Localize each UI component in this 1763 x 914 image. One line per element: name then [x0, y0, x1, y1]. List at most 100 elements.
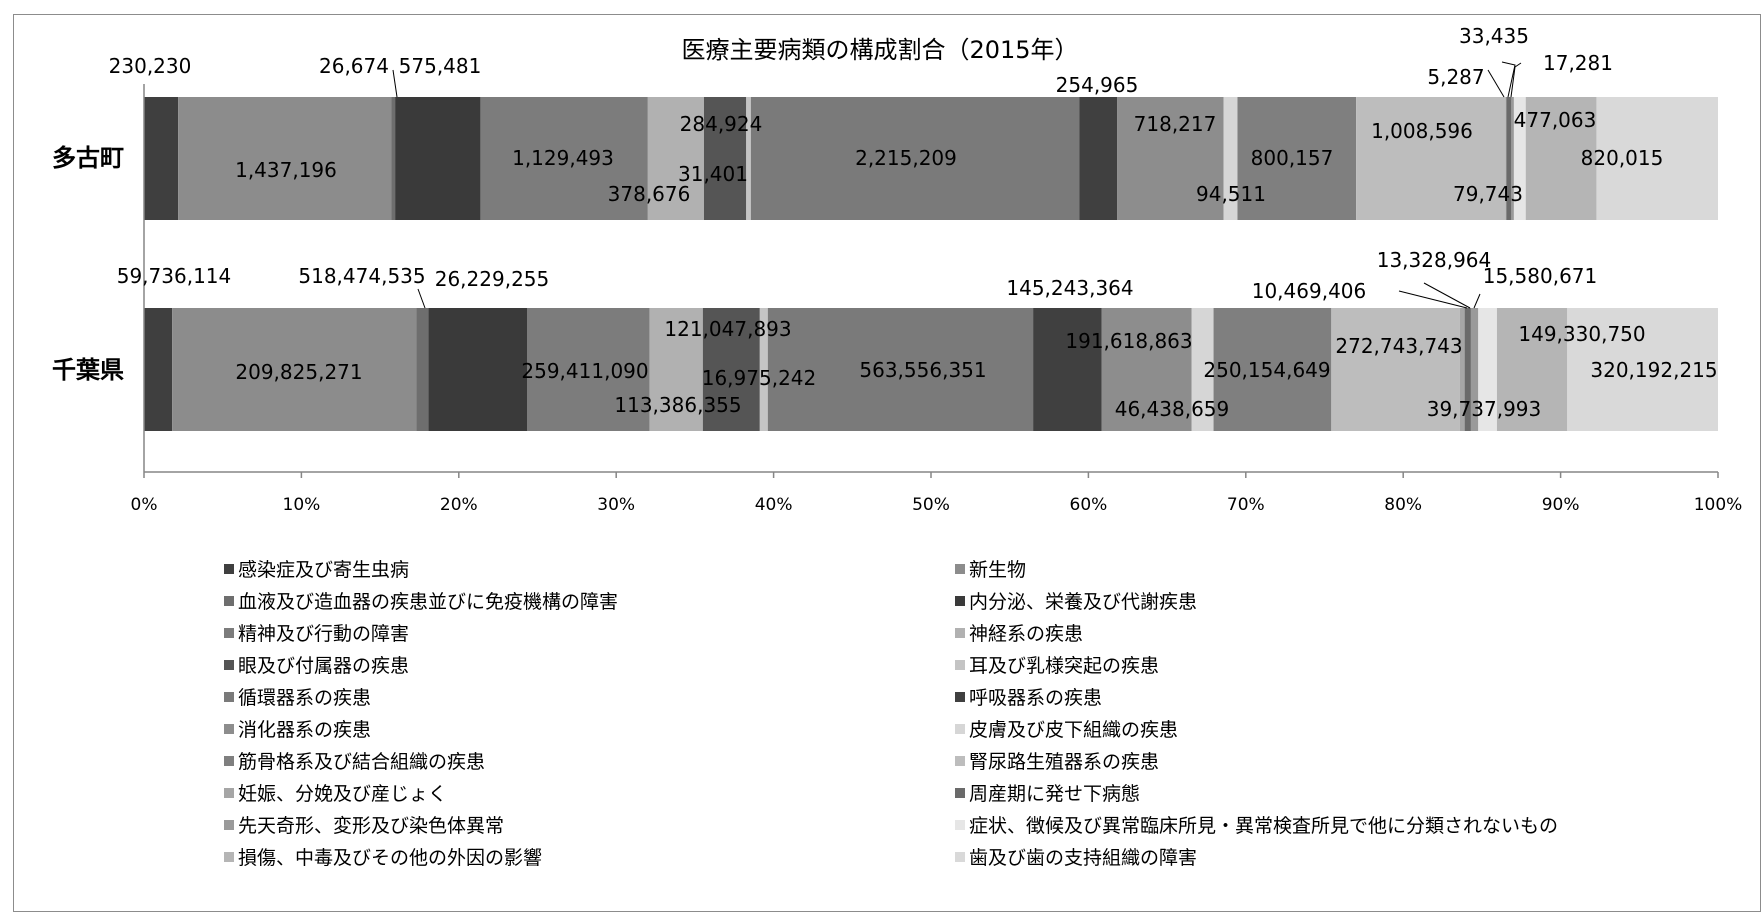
bar-segment: [1506, 97, 1512, 220]
x-tick-label: 60%: [1070, 495, 1108, 515]
bars-group: [144, 97, 1718, 431]
bar-segment: [527, 308, 650, 431]
bar-segment: [1459, 308, 1465, 431]
legend-label: 症状、徴候及び異常臨床所見・異常検査所見で他に分類されないもの: [969, 815, 1558, 837]
bar-segment: [703, 97, 747, 220]
bar-segment: [1525, 97, 1597, 220]
legend-swatch: [955, 788, 965, 798]
x-tick-label: 100%: [1694, 495, 1743, 515]
data-label: 46,438,659: [1115, 397, 1230, 421]
legend-label: 精神及び行動の障害: [238, 623, 409, 645]
leader-line: [1398, 290, 1468, 309]
data-label: 59,736,114: [117, 264, 232, 288]
legend-label: 損傷、中毒及びその他の外因の影響: [238, 847, 542, 869]
bar-segment: [1470, 308, 1479, 431]
legend-label: 皮膚及び皮下組織の疾患: [969, 719, 1178, 741]
legend-swatch: [224, 852, 234, 862]
data-label: 191,618,863: [1065, 329, 1192, 353]
bar-segment: [178, 97, 392, 220]
legend-swatch: [224, 788, 234, 798]
data-label: 39,737,993: [1427, 397, 1542, 421]
bar-segment: [1513, 97, 1526, 220]
data-label: 1,129,493: [512, 146, 614, 170]
x-tick-label: 10%: [283, 495, 321, 515]
data-label: 26,229,255: [435, 267, 550, 291]
bar-segment: [416, 308, 429, 431]
leader-line: [1423, 282, 1471, 309]
bar-segment: [649, 308, 703, 431]
chart-title: 医療主要病類の構成割合（2015年）: [681, 36, 1078, 64]
bar-segment: [1213, 308, 1332, 431]
bar-segment: [750, 97, 1080, 220]
x-tick-label: 70%: [1227, 495, 1265, 515]
legend-swatch: [224, 724, 234, 734]
data-label: 575,481: [399, 54, 482, 78]
x-tick-label: 0%: [131, 495, 158, 515]
data-label: 1,437,196: [235, 158, 337, 182]
data-label: 272,743,743: [1335, 334, 1462, 358]
bar-segment: [1356, 97, 1506, 220]
bar-segment: [1496, 308, 1568, 431]
bar-segment: [1033, 308, 1102, 431]
data-label: 477,063: [1514, 108, 1597, 132]
bar-segment: [1101, 308, 1192, 431]
x-tick-label: 20%: [440, 495, 478, 515]
bar-segment: [144, 97, 179, 220]
legend-swatch: [224, 660, 234, 670]
bar-segment: [767, 308, 1034, 431]
legend-label: 歯及び歯の支持組織の障害: [969, 847, 1197, 869]
legend-label: 神経系の疾患: [969, 623, 1083, 645]
legend-label: 眼及び付属器の疾患: [238, 655, 409, 677]
data-label: 149,330,750: [1518, 322, 1645, 346]
data-label: 320,192,215: [1590, 358, 1717, 382]
legend-swatch: [224, 692, 234, 702]
data-label: 2,215,209: [855, 146, 957, 170]
data-label: 13,328,964: [1377, 248, 1492, 272]
bar-segment: [1511, 97, 1514, 220]
bar-segment: [1464, 308, 1471, 431]
legend-label: 周産期に発せ下病態: [969, 783, 1140, 805]
x-tick-label: 90%: [1542, 495, 1580, 515]
data-label: 113,386,355: [614, 393, 741, 417]
legend-label: 内分泌、栄養及び代謝疾患: [969, 591, 1197, 613]
chart-frame: [13, 14, 1761, 912]
legend-swatch: [224, 596, 234, 606]
legend-swatch: [955, 820, 965, 830]
bar-segment: [144, 308, 173, 431]
legend-swatch: [955, 596, 965, 606]
data-label: 518,474,535: [298, 264, 425, 288]
legend-label: 循環器系の疾患: [238, 687, 371, 709]
legend-label: 筋骨格系及び結合組織の疾患: [238, 751, 485, 773]
data-label: 15,580,671: [1483, 264, 1598, 288]
data-label: 17,281: [1543, 51, 1613, 75]
bar-segment: [1331, 308, 1460, 431]
category-label: 多古町: [52, 144, 124, 172]
data-label: 10,469,406: [1252, 279, 1367, 303]
legend-swatch: [955, 564, 965, 574]
legend-label: 腎尿路生殖器系の疾患: [969, 751, 1159, 773]
data-label: 800,157: [1251, 146, 1334, 170]
data-label: 254,965: [1056, 73, 1139, 97]
legend-label: 先天奇形、変形及び染色体異常: [238, 815, 504, 837]
legend-swatch: [955, 660, 965, 670]
bar-segment: [395, 97, 481, 220]
data-label: 145,243,364: [1006, 276, 1133, 300]
leader-line: [1487, 69, 1505, 98]
leader-line: [1473, 293, 1481, 309]
bar-segment: [1237, 97, 1357, 220]
bar-segment: [647, 97, 704, 220]
legend-label: 新生物: [969, 559, 1026, 581]
legend-swatch: [224, 756, 234, 766]
bar-segment: [172, 308, 417, 431]
bar-segment: [391, 97, 396, 220]
bar-segment: [1478, 308, 1497, 431]
bar-segment: [1117, 97, 1224, 220]
data-label: 718,217: [1134, 112, 1217, 136]
bar-segment: [428, 308, 528, 431]
leader-line: [417, 288, 426, 309]
legend-label: 呼吸器系の疾患: [969, 687, 1102, 709]
data-label: 209,825,271: [235, 360, 362, 384]
data-label: 31,401: [678, 162, 748, 186]
